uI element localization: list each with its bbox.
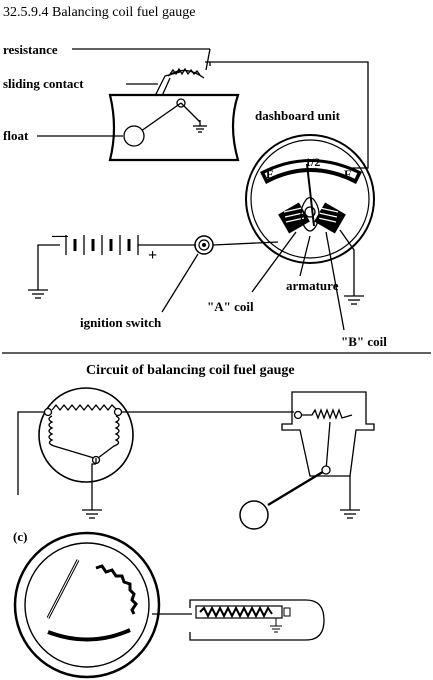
- battery-minus: —: [51, 227, 69, 244]
- circuit-gauge: [38, 387, 134, 502]
- gauge-label-f: F: [344, 167, 351, 181]
- label-b-coil: "B" coil: [341, 334, 387, 349]
- label-resistance: resistance: [3, 42, 58, 57]
- gauge-inner-ring: [250, 139, 370, 259]
- section-title: 32.5.9.4 Balancing coil fuel gauge: [3, 5, 195, 20]
- coil-a: [278, 202, 310, 234]
- label-float: float: [3, 128, 29, 143]
- gauge-dial-scale: [260, 159, 362, 184]
- ignition-switch: [194, 235, 214, 255]
- fuel-tank-body: [108, 93, 240, 162]
- panel-c-sender: [152, 599, 325, 641]
- circuit-wire-left: [17, 411, 44, 495]
- ignition-wire: [212, 241, 279, 246]
- ground-symbol: [193, 120, 207, 133]
- panel-c-gauge: [13, 531, 161, 679]
- label-ignition-switch: ignition switch: [80, 315, 162, 330]
- label-sliding-contact: sliding contact: [3, 76, 84, 91]
- label-armature: armature: [286, 278, 339, 293]
- ground-symbol-circuit-gauge: [82, 502, 102, 519]
- tank-sender-unit: [108, 67, 240, 162]
- dashboard-unit: E 1/2 F: [245, 134, 375, 264]
- circuit-caption: Circuit of balancing coil fuel gauge: [86, 363, 295, 378]
- float: [123, 125, 145, 147]
- gauge-label-half: 1/2: [305, 155, 320, 169]
- gauge-label-e: E: [266, 167, 274, 181]
- panel-c-label: (c): [13, 529, 27, 544]
- battery: [37, 235, 196, 290]
- circuit-tank-sender: [239, 391, 375, 530]
- sliding-contact-arm: [154, 71, 181, 97]
- label-dashboard-unit: dashboard unit: [255, 108, 341, 123]
- ground-symbol-battery: [28, 289, 48, 299]
- armature: [300, 196, 320, 232]
- pivot: [176, 98, 186, 108]
- label-a-coil: "A" coil: [207, 299, 254, 314]
- coil-b: [314, 202, 346, 234]
- gauge-outer-ring: [245, 134, 375, 264]
- battery-plus: +: [148, 247, 157, 264]
- ground-symbol-dashboard: [344, 295, 364, 305]
